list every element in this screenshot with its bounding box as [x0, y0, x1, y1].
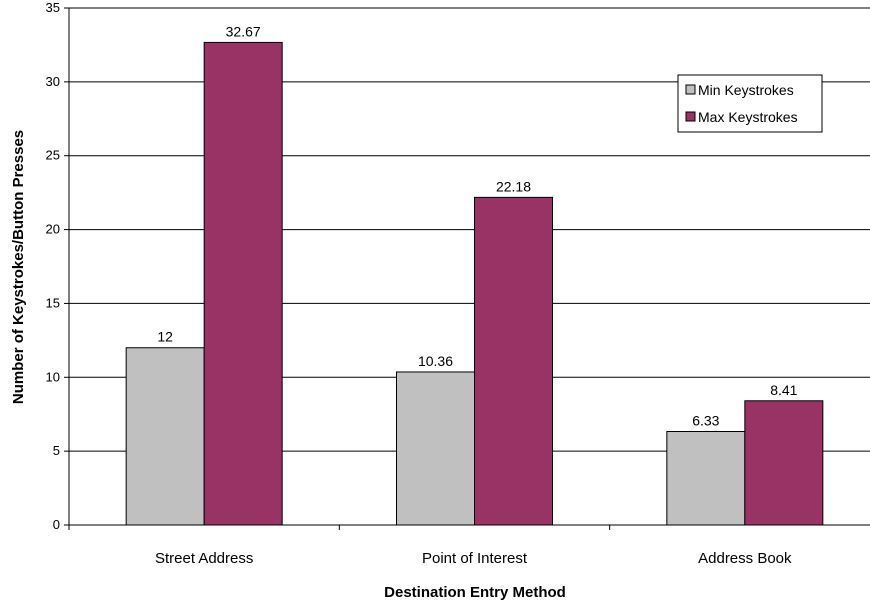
data-label: 10.36: [418, 353, 453, 369]
bar-min-keystrokes-street-address: [125, 347, 205, 526]
y-tick-label: 10: [46, 369, 60, 384]
legend-label-max-keystrokes: Max Keystrokes: [698, 109, 798, 125]
y-axis-title: Number of Keystrokes/Button Presses: [10, 130, 27, 404]
y-tick-label: 20: [46, 222, 60, 237]
data-label: 6.33: [692, 412, 719, 428]
y-tick-label: 5: [53, 443, 60, 458]
x-tick-label: Point of Interest: [422, 550, 528, 567]
y-tick-label: 35: [46, 0, 60, 15]
bars: [125, 41, 824, 526]
data-label: 8.41: [770, 382, 797, 398]
data-label: 32.67: [226, 23, 261, 39]
bar-max-keystrokes-street-address: [203, 41, 283, 526]
bar-min-keystrokes-point-of-interest: [396, 371, 475, 526]
data-label: 12: [157, 329, 173, 345]
x-axis-title: Destination Entry Method: [384, 584, 566, 601]
y-tick-label: 25: [46, 148, 60, 163]
axes: 0 5 10 15 20 25 30 35 Street Address Point of Int…: [46, 0, 870, 567]
bar-min-keystrokes-address-book: [666, 430, 746, 526]
legend-swatch-min-keystrokes: [685, 84, 696, 95]
y-tick-label: 30: [46, 74, 60, 89]
data-label: 22.18: [496, 178, 531, 194]
x-tick-label: Address Book: [698, 550, 792, 567]
x-tick-label: Street Address: [155, 550, 253, 567]
legend-box: [677, 74, 823, 133]
bar-max-keystrokes-address-book: [744, 400, 824, 526]
legend: Min Keystrokes Max Keystrokes: [677, 74, 823, 133]
legend-label-min-keystrokes: Min Keystrokes: [698, 82, 794, 98]
y-tick-label: 0: [53, 517, 60, 532]
data-labels: 12 32.67 10.36 22.18 6.33 8.41: [157, 23, 797, 428]
legend-swatch-max-keystrokes: [685, 111, 696, 122]
bar-max-keystrokes-point-of-interest: [474, 196, 553, 526]
y-tick-label: 15: [46, 295, 60, 310]
